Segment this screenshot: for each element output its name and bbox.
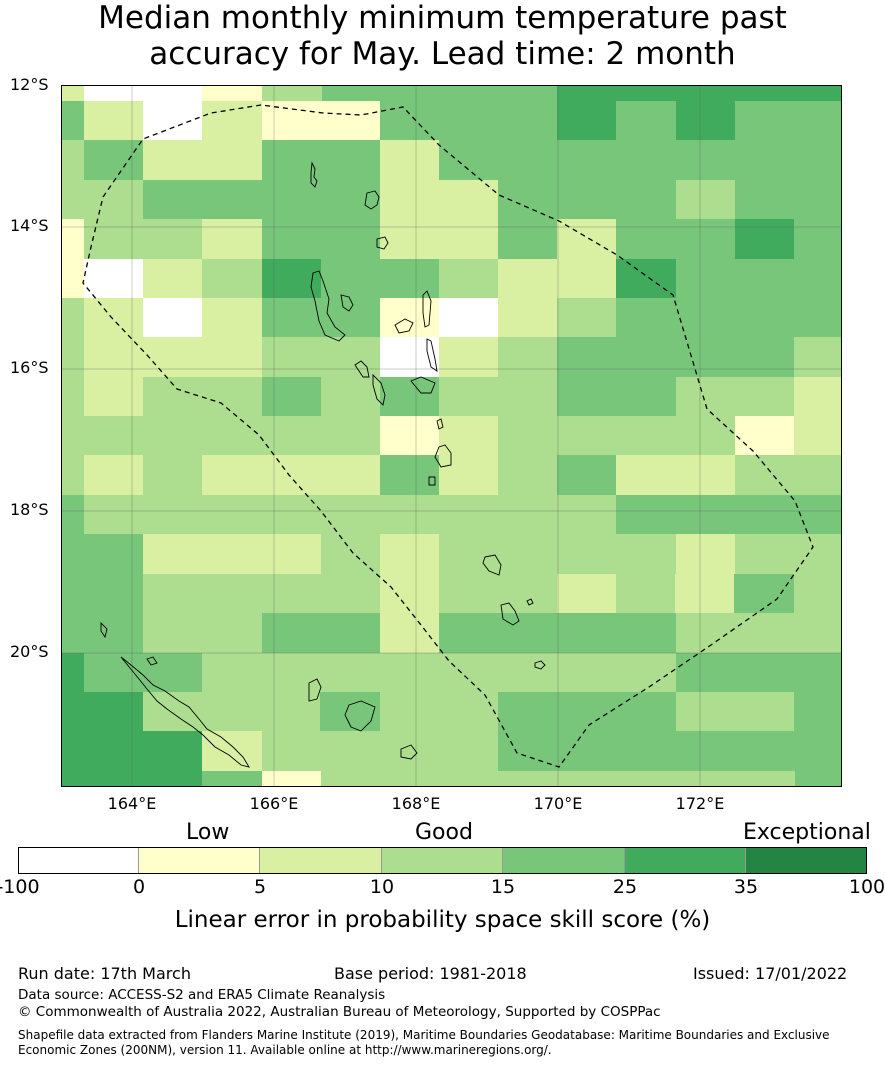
colorbar-tick: 15 (490, 876, 516, 898)
colorbar (18, 847, 867, 874)
colorbar-tick: 25 (612, 876, 638, 898)
colorbar-segment (139, 847, 260, 874)
lat-label: 18°S (10, 500, 49, 519)
map-area (61, 85, 842, 787)
shapefile-credit-line-1: Shapefile data extracted from Flanders M… (18, 1028, 830, 1042)
lon-label: 170°E (533, 794, 583, 813)
category-exceptional: Exceptional (743, 820, 871, 845)
issued-date: Issued: 17/01/2022 (693, 964, 848, 983)
skill-grid (61, 85, 842, 787)
category-low: Low (186, 820, 230, 845)
copyright: © Commonwealth of Australia 2022, Austra… (18, 1004, 661, 1020)
lat-label: 16°S (10, 358, 49, 377)
lon-label: 166°E (249, 794, 299, 813)
colorbar-tick: -100 (0, 876, 40, 898)
graticule (61, 85, 842, 787)
colorbar-tick: 10 (369, 876, 395, 898)
category-good: Good (415, 820, 473, 845)
lon-label: 164°E (107, 794, 157, 813)
data-source: Data source: ACCESS-S2 and ERA5 Climate … (18, 987, 386, 1003)
shapefile-credit-line-2: Economic Zones (200NM), version 11. Avai… (18, 1043, 552, 1057)
colorbar-tick: 35 (733, 876, 759, 898)
colorbar-tick: 0 (132, 876, 146, 898)
colorbar-segment (625, 847, 746, 874)
colorbar-segment (746, 847, 867, 874)
colorbar-tick: 100 (848, 876, 885, 898)
coastlines (100, 161, 546, 768)
run-date: Run date: 17th March (18, 964, 191, 983)
title-line-2: accuracy for May. Lead time: 2 month (149, 36, 736, 72)
chart-title: Median monthly minimum temperature past … (0, 0, 885, 72)
base-period: Base period: 1981-2018 (334, 964, 527, 983)
colorbar-title: Linear error in probability space skill … (174, 907, 711, 933)
colorbar-tick: 5 (253, 876, 267, 898)
colorbar-segment (260, 847, 382, 874)
lon-label: 168°E (391, 794, 441, 813)
lat-label: 14°S (10, 216, 49, 235)
lat-label: 12°S (10, 75, 49, 94)
lon-label: 172°E (675, 794, 725, 813)
colorbar-segment (18, 847, 139, 874)
colorbar-segment (382, 847, 503, 874)
eez-boundary (82, 104, 814, 768)
lat-label: 20°S (10, 642, 49, 661)
title-line-1: Median monthly minimum temperature past (98, 0, 787, 36)
colorbar-segment (503, 847, 625, 874)
